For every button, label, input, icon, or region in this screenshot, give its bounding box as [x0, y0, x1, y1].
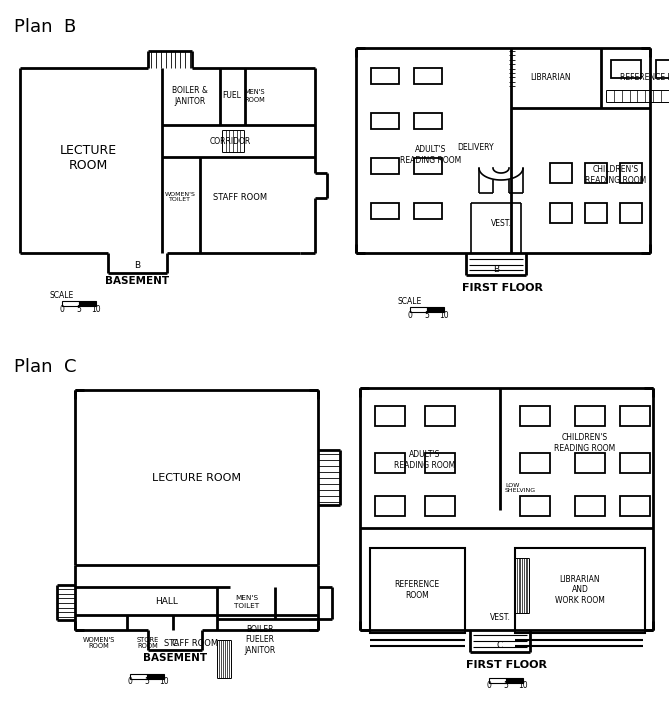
Bar	[620, 163, 642, 183]
Bar	[550, 203, 572, 223]
Text: ADULT'S
READING ROOM: ADULT'S READING ROOM	[400, 145, 462, 165]
Text: 5: 5	[145, 677, 149, 687]
Text: 10: 10	[518, 682, 528, 691]
Bar	[656, 60, 669, 78]
Text: REFERENCE
ROOM: REFERENCE ROOM	[395, 581, 440, 600]
Text: LECTURE ROOM: LECTURE ROOM	[153, 473, 242, 483]
Text: FIRST FLOOR: FIRST FLOOR	[466, 660, 547, 670]
Text: CHILDREN'S
READING ROOM: CHILDREN'S READING ROOM	[555, 433, 615, 453]
Bar	[371, 158, 399, 174]
Bar	[425, 406, 455, 426]
Text: C: C	[172, 639, 178, 647]
Text: STORE
ROOM: STORE ROOM	[137, 637, 159, 649]
Bar	[371, 68, 399, 84]
Text: HALL: HALL	[156, 597, 179, 606]
Text: 0: 0	[60, 305, 64, 314]
Bar	[62, 301, 79, 306]
Bar	[489, 678, 506, 683]
Text: 10: 10	[159, 677, 169, 687]
Bar	[370, 548, 465, 633]
Text: STAFF ROOM: STAFF ROOM	[164, 639, 218, 647]
Bar	[425, 496, 455, 516]
Text: 0: 0	[486, 682, 492, 691]
Text: 5: 5	[76, 305, 82, 314]
Text: 0: 0	[407, 310, 412, 319]
Text: BASEMENT: BASEMENT	[105, 276, 169, 286]
Text: MEN'S
ROOM: MEN'S ROOM	[245, 89, 266, 102]
Text: LECTURE
ROOM: LECTURE ROOM	[60, 144, 116, 172]
Bar	[506, 678, 523, 683]
Bar	[620, 453, 650, 473]
Text: VEST.: VEST.	[490, 218, 511, 227]
Text: 0: 0	[128, 677, 132, 687]
Bar	[414, 113, 442, 129]
Bar	[130, 674, 147, 679]
Text: WOMEN'S
TOILET: WOMEN'S TOILET	[165, 192, 195, 202]
Text: FIRST FLOOR: FIRST FLOOR	[462, 283, 543, 293]
Text: SCALE: SCALE	[398, 296, 422, 305]
Text: C: C	[497, 640, 503, 649]
Text: BASEMENT: BASEMENT	[143, 653, 207, 663]
Bar	[375, 406, 405, 426]
Bar	[585, 203, 607, 223]
Text: MEN'S
TOILET: MEN'S TOILET	[234, 595, 260, 609]
Text: REFERENCE ROOM: REFERENCE ROOM	[620, 74, 669, 83]
Bar	[520, 453, 550, 473]
Bar	[375, 496, 405, 516]
Bar	[410, 307, 427, 312]
Text: STAFF ROOM: STAFF ROOM	[213, 192, 267, 201]
Text: LIBRARIAN: LIBRARIAN	[531, 74, 571, 83]
Bar	[550, 163, 572, 183]
Bar	[371, 113, 399, 129]
Text: 10: 10	[439, 310, 449, 319]
Text: CORRIDOR: CORRIDOR	[209, 136, 251, 145]
Text: LOW
SHELVING: LOW SHELVING	[505, 482, 536, 494]
Text: DELIVERY: DELIVERY	[458, 143, 494, 152]
Text: Plan  B: Plan B	[14, 18, 76, 36]
Text: VEST.: VEST.	[490, 614, 510, 623]
Bar	[520, 406, 550, 426]
Text: B: B	[493, 265, 499, 274]
Text: CHILDREN'S
READING ROOM: CHILDREN'S READING ROOM	[585, 165, 647, 185]
Bar	[79, 301, 96, 306]
Text: B: B	[134, 262, 140, 270]
Bar	[620, 406, 650, 426]
Text: 10: 10	[91, 305, 101, 314]
Text: ADULT'S
READING ROOM: ADULT'S READING ROOM	[394, 450, 456, 470]
Bar	[414, 158, 442, 174]
Bar	[575, 496, 605, 516]
Bar	[575, 453, 605, 473]
Bar	[371, 203, 399, 219]
Text: SCALE: SCALE	[50, 291, 74, 300]
Text: LIBRARIAN
AND
WORK ROOM: LIBRARIAN AND WORK ROOM	[555, 575, 605, 605]
Text: FUEL: FUEL	[223, 91, 242, 100]
Bar	[620, 496, 650, 516]
Bar	[575, 406, 605, 426]
Bar	[375, 453, 405, 473]
Text: BOILER &
JANITOR: BOILER & JANITOR	[172, 86, 208, 106]
Text: 5: 5	[504, 682, 508, 691]
Bar	[585, 163, 607, 183]
Bar	[520, 496, 550, 516]
Text: BOILER
FUELER
JANITOR: BOILER FUELER JANITOR	[244, 625, 276, 655]
Bar	[414, 68, 442, 84]
Bar	[414, 203, 442, 219]
Bar	[620, 203, 642, 223]
Bar	[425, 453, 455, 473]
Text: WOMEN'S
ROOM: WOMEN'S ROOM	[83, 637, 115, 649]
Text: 5: 5	[425, 310, 429, 319]
Bar	[427, 307, 444, 312]
Bar	[611, 60, 641, 78]
Bar	[147, 674, 164, 679]
Text: Plan  C: Plan C	[14, 358, 76, 376]
Bar	[515, 548, 645, 633]
